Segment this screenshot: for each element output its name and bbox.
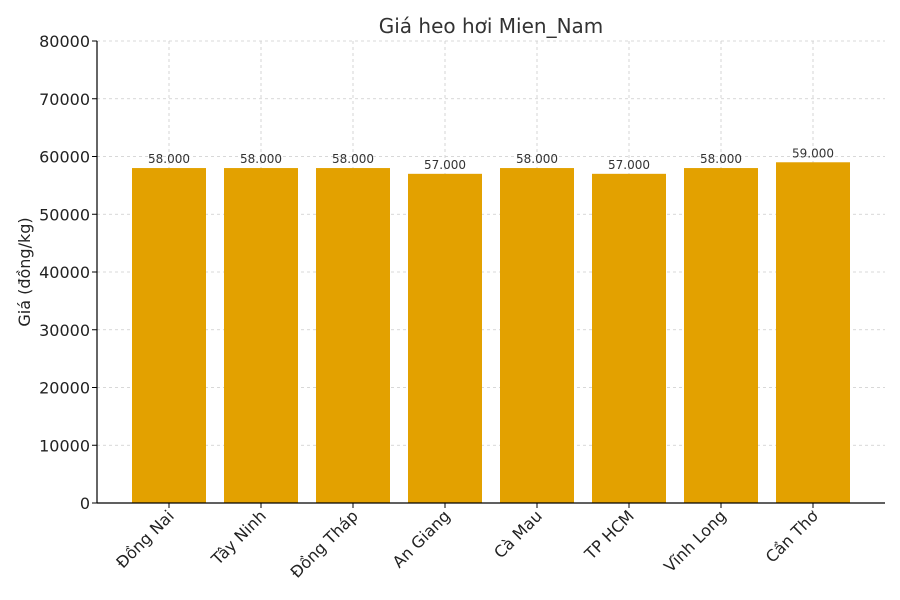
y-axis-label: Giá (đồng/kg)	[15, 217, 34, 326]
x-tick-label: Đồng Tháp	[287, 506, 362, 581]
x-tick-label: TP HCM	[580, 506, 638, 564]
bar	[408, 173, 482, 503]
axes	[96, 41, 885, 504]
data-label: 57.000	[608, 158, 650, 172]
y-tick-label: 50000	[39, 205, 90, 224]
chart-title: Giá heo hơi Mien_Nam	[379, 14, 604, 38]
x-tick-label: Tây Ninh	[207, 506, 270, 569]
data-label: 58.000	[516, 152, 558, 166]
y-tick-label: 20000	[39, 379, 90, 398]
data-label: 58.000	[700, 152, 742, 166]
bar	[684, 168, 758, 504]
x-tick-label: Đồng Nai	[112, 506, 178, 572]
bar	[592, 173, 666, 503]
bar	[776, 162, 850, 503]
data-label: 58.000	[240, 152, 282, 166]
x-tick-label: Cà Mau	[490, 506, 546, 562]
bar	[224, 168, 298, 504]
y-ticks: 0 10000 20000 30000 40000 50000 60000 70000 8000…	[39, 32, 97, 513]
data-label: 58.000	[332, 152, 374, 166]
data-labels: 58.000 58.000 58.000 57.000 58.000 57.000 58.0…	[148, 146, 834, 172]
x-ticks: Đồng Nai Tây Ninh Đồng Tháp An Giang Cà Mau T…	[112, 503, 822, 582]
y-tick-label: 60000	[39, 148, 90, 167]
bar	[500, 168, 574, 504]
data-label: 59.000	[792, 146, 834, 160]
y-tick-label: 0	[80, 494, 90, 513]
y-tick-label: 70000	[39, 90, 90, 109]
grid	[97, 40, 885, 504]
y-tick-label: 40000	[39, 263, 90, 282]
y-tick-label: 80000	[39, 32, 90, 51]
x-tick-label: Cần Thơ	[762, 506, 822, 566]
bar	[132, 168, 206, 504]
data-label: 57.000	[424, 158, 466, 172]
x-tick-label: Vĩnh Long	[660, 506, 730, 576]
data-label: 58.000	[148, 152, 190, 166]
y-tick-label: 10000	[39, 436, 90, 455]
bar	[316, 168, 390, 504]
x-tick-label: An Giang	[389, 506, 454, 571]
y-tick-label: 30000	[39, 321, 90, 340]
bars	[132, 162, 850, 504]
